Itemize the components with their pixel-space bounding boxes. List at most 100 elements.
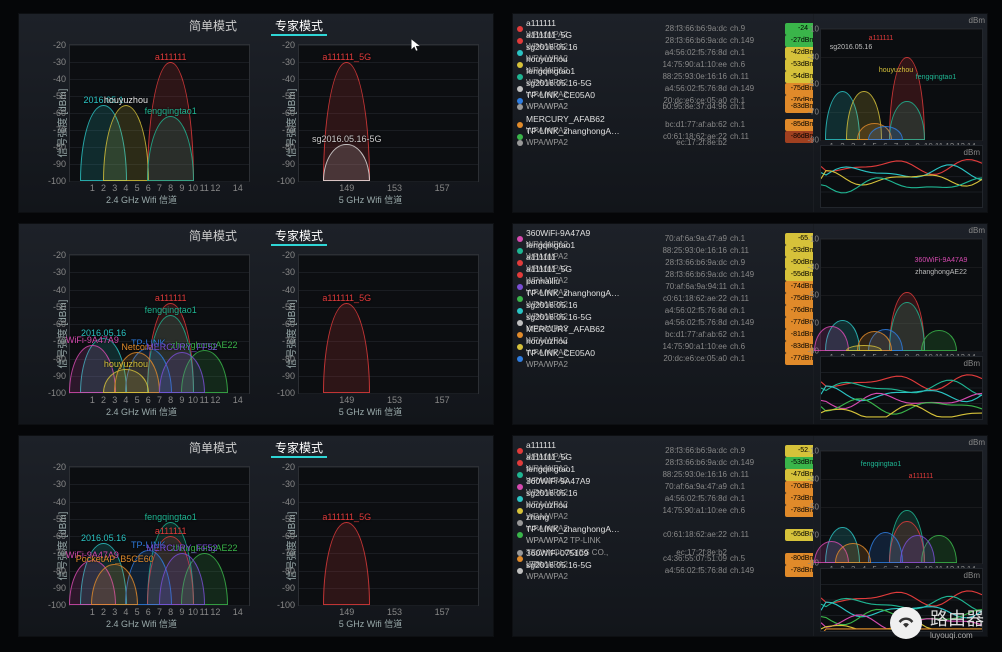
chart-5ghz: 信号强度 [dBm]-20-30-40-50-60-70-80-90-10014… bbox=[258, 250, 483, 418]
channel-label: ch.9 bbox=[730, 23, 782, 35]
signal-plot: -20-30-40-50-60-70-80-90-100149153157a11… bbox=[298, 466, 479, 606]
wifi-arc-label: MERCURY_FF52 bbox=[146, 342, 217, 352]
network-color-dot bbox=[517, 26, 523, 32]
y-tick: -50 bbox=[40, 91, 66, 101]
tab-simple[interactable]: 简单模式 bbox=[185, 227, 241, 246]
y-tick: -30 bbox=[269, 479, 295, 489]
network-row[interactable]: WPA/WPA2b0:95:8e:37:d4:96ch.1-83dBm bbox=[517, 101, 809, 113]
ssid-label: sg2016.05.16-5G bbox=[526, 77, 624, 89]
mini-arc bbox=[835, 543, 870, 563]
mini-y-tick: -50 bbox=[803, 80, 819, 89]
channel-label: ch.1 bbox=[730, 481, 782, 493]
signal-badge: -53dBm bbox=[785, 245, 813, 257]
y-tick: -30 bbox=[269, 267, 295, 277]
network-color-dot bbox=[517, 472, 523, 478]
wifi-arc-label: PocketAP_B5CE60 bbox=[76, 554, 154, 564]
channel-label: ch.149 bbox=[730, 35, 782, 47]
network-row[interactable]: MERCURY_AFAB62WPA/WPA2bc:d1:77:af:ab:62c… bbox=[517, 113, 809, 125]
channel-label: ch.1 bbox=[730, 233, 782, 245]
mini-y-tick: -70 bbox=[803, 531, 819, 540]
channel-label: ch.9 bbox=[730, 445, 782, 457]
tab-expert[interactable]: 专家模式 bbox=[271, 439, 327, 458]
mini-spectrum: -10-30-50-70-901234567891011121314sg2016… bbox=[820, 28, 983, 141]
ssid-label: a111111 bbox=[526, 17, 624, 29]
ssid-label: MERCURY_AFAB62 bbox=[526, 323, 624, 335]
site-logo: 路由器 luyouqi.com bbox=[890, 605, 984, 640]
y-tick: -70 bbox=[269, 125, 295, 135]
x-tick: 8 bbox=[168, 395, 173, 405]
channel-label: ch.11 bbox=[730, 529, 782, 541]
y-tick: -90 bbox=[40, 583, 66, 593]
mini-arc-label: 360WiFi-9A47A9 bbox=[915, 257, 968, 264]
network-row[interactable]: TP-LINK_zhanghongAE22WPA/WPA2c0:61:18:62… bbox=[517, 523, 809, 535]
network-color-dot bbox=[517, 308, 523, 314]
y-tick: -100 bbox=[40, 388, 66, 398]
detail-panel: 360WiFi-9A47A9WPA/WPA270:af:6a:9a:47:a9c… bbox=[512, 223, 988, 425]
mini-arc-label: a111111 bbox=[909, 473, 934, 480]
ssid-label: pannailiu bbox=[526, 275, 624, 287]
channel-label: ch.1 bbox=[730, 305, 782, 317]
mini-arc-label: fengqingtao1 bbox=[861, 461, 901, 468]
network-color-dot bbox=[517, 568, 523, 574]
x-axis-label: 2.4 GHz Wifi 信道 bbox=[29, 405, 254, 418]
network-row[interactable]: a111111WPA/WPA228:f3:66:b6:9a:dcch.9-52 bbox=[517, 439, 809, 451]
network-color-dot bbox=[517, 248, 523, 254]
tab-expert[interactable]: 专家模式 bbox=[271, 227, 327, 246]
bssid-label: 14:75:90:a1:10:ee bbox=[627, 341, 727, 353]
network-list[interactable]: 360WiFi-9A47A9WPA/WPA270:af:6a:9a:47:a9c… bbox=[513, 224, 813, 424]
signal-badge: -27dBm bbox=[785, 35, 813, 47]
bssid-label: 88:25:93:0e:16:16 bbox=[627, 71, 727, 83]
x-tick: 1 bbox=[90, 395, 95, 405]
x-tick: 3 bbox=[112, 183, 117, 193]
bssid-label: 88:25:93:0e:16:16 bbox=[627, 469, 727, 481]
network-list[interactable]: a111111WPA/WPA228:f3:66:b6:9a:dcch.9-24a… bbox=[513, 14, 813, 212]
y-tick: -70 bbox=[269, 336, 295, 346]
x-tick: 14 bbox=[233, 607, 243, 617]
mini-arc-label: a111111 bbox=[869, 35, 894, 42]
y-tick: -80 bbox=[40, 142, 66, 152]
wifi-arc-label: a111111 bbox=[155, 52, 187, 62]
ssid-label: a111111 bbox=[526, 251, 624, 263]
network-row[interactable]: 360WiFi-9A47A9WPA/WPA270:af:6a:9a:47:a9c… bbox=[517, 227, 809, 239]
mini-y-tick: -30 bbox=[803, 52, 819, 61]
y-tick: -90 bbox=[40, 159, 66, 169]
wifi-arc-label: houyuzhou bbox=[104, 359, 148, 369]
ssid-label: houyuzhou bbox=[526, 53, 624, 65]
y-tick: -70 bbox=[40, 336, 66, 346]
x-tick: 14 bbox=[233, 183, 243, 193]
analyzer-panel: 简单模式专家模式信号强度 [dBm]-20-30-40-50-60-70-80-… bbox=[18, 13, 494, 213]
x-tick: 153 bbox=[387, 183, 402, 193]
mode-tabs: 简单模式 专家模式 bbox=[19, 14, 493, 36]
wifi-arc-label: a111111_5G bbox=[322, 52, 371, 62]
y-tick: -20 bbox=[269, 250, 295, 260]
y-tick: -40 bbox=[40, 74, 66, 84]
tab-expert[interactable]: 专家模式 bbox=[271, 17, 327, 36]
ssid-label: TP-LINK_CE05A0 bbox=[526, 347, 624, 359]
y-tick: -40 bbox=[40, 497, 66, 507]
x-tick: 11 bbox=[200, 395, 209, 405]
wifi-arc-label: fengqingtao1 bbox=[145, 106, 197, 116]
mini-y-tick: -30 bbox=[803, 475, 819, 484]
bssid-label: a4:56:02:f5:76:8d bbox=[627, 47, 727, 59]
ssid-label: a111111_5G bbox=[526, 263, 624, 275]
channel-label: ch.1 bbox=[730, 281, 782, 293]
tab-simple[interactable]: 简单模式 bbox=[185, 17, 241, 36]
y-tick: -60 bbox=[269, 319, 295, 329]
network-row[interactable]: a111111WPA/WPA228:f3:66:b6:9a:dcch.9-24 bbox=[517, 17, 809, 29]
x-tick: 153 bbox=[387, 607, 402, 617]
network-color-dot bbox=[517, 236, 523, 242]
network-color-dot bbox=[517, 332, 523, 338]
x-tick: 2 bbox=[101, 183, 106, 193]
network-color-dot bbox=[517, 140, 523, 146]
channel-label: ch.1 bbox=[730, 101, 782, 113]
network-list[interactable]: a111111WPA/WPA228:f3:66:b6:9a:dcch.9-52a… bbox=[513, 436, 813, 636]
x-tick: 4 bbox=[123, 607, 128, 617]
tab-simple[interactable]: 简单模式 bbox=[185, 439, 241, 458]
y-tick: -80 bbox=[40, 354, 66, 364]
mini-arc-label: zhanghongAE22 bbox=[915, 269, 967, 276]
y-tick: -20 bbox=[40, 462, 66, 472]
signal-plot: -20-30-40-50-60-70-80-90-100123456789101… bbox=[69, 44, 250, 182]
mini-y-tick: -10 bbox=[803, 235, 819, 244]
x-tick: 6 bbox=[146, 607, 151, 617]
ssid-label: houyuzhou bbox=[526, 499, 624, 511]
